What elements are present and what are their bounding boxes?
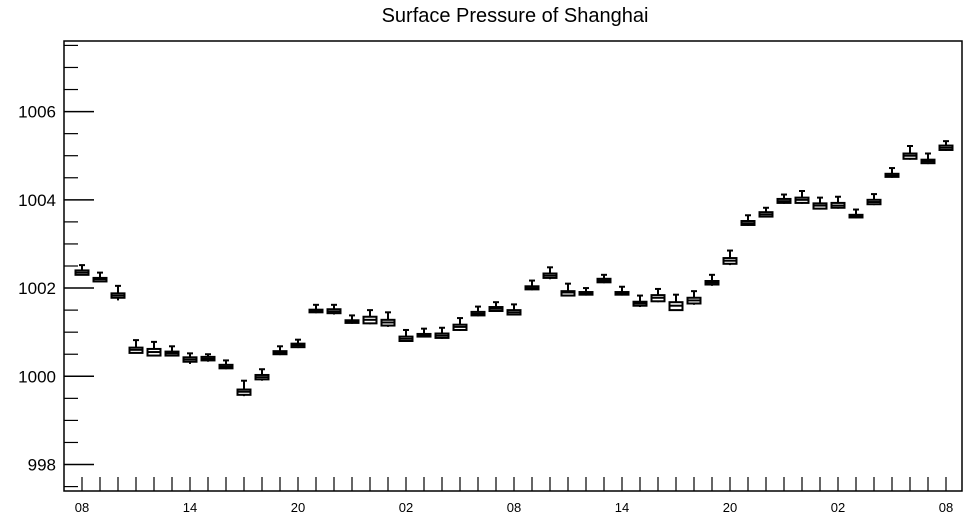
box bbox=[74, 264, 90, 276]
box bbox=[326, 303, 342, 315]
box bbox=[650, 287, 666, 303]
box bbox=[434, 326, 450, 339]
x-tick-label: 02 bbox=[399, 500, 413, 515]
x-tick-label: 14 bbox=[615, 500, 629, 515]
box bbox=[416, 327, 432, 338]
y-tick-label: 1004 bbox=[18, 191, 56, 210]
x-tick-label: 20 bbox=[723, 500, 737, 515]
x-tick-label: 08 bbox=[507, 500, 521, 515]
box bbox=[920, 152, 936, 165]
box bbox=[668, 293, 684, 312]
box bbox=[812, 196, 828, 210]
box bbox=[902, 145, 918, 160]
box bbox=[164, 345, 180, 357]
box bbox=[884, 167, 900, 178]
x-axis: 08 14 20 02 08 14 20 02 08 bbox=[75, 477, 953, 515]
chart-title: Surface Pressure of Shanghai bbox=[382, 5, 649, 27]
box bbox=[344, 314, 360, 324]
box bbox=[236, 379, 252, 397]
box bbox=[614, 285, 630, 296]
box bbox=[830, 195, 846, 209]
box bbox=[488, 301, 504, 313]
box bbox=[290, 338, 306, 349]
y-tick-label: 1002 bbox=[18, 279, 56, 298]
box bbox=[848, 208, 864, 219]
x-tick-label: 08 bbox=[939, 500, 953, 515]
y-minor-ticks bbox=[64, 44, 78, 488]
y-tick-label: 998 bbox=[28, 456, 56, 475]
x-tick-label: 02 bbox=[831, 500, 845, 515]
box bbox=[542, 266, 558, 280]
y-tick-label: 1000 bbox=[18, 367, 56, 386]
box bbox=[110, 284, 126, 301]
x-tick-label: 20 bbox=[291, 500, 305, 515]
box bbox=[218, 359, 234, 370]
box bbox=[506, 303, 522, 316]
box bbox=[794, 190, 810, 204]
box bbox=[560, 282, 576, 297]
box bbox=[938, 140, 954, 151]
box bbox=[758, 206, 774, 218]
box bbox=[380, 311, 396, 327]
box bbox=[398, 328, 414, 342]
box bbox=[308, 303, 324, 314]
x-tick-label: 14 bbox=[183, 500, 197, 515]
box bbox=[866, 193, 882, 206]
box-series bbox=[74, 140, 954, 397]
box bbox=[200, 353, 216, 362]
box bbox=[452, 317, 468, 331]
box bbox=[722, 249, 738, 266]
box bbox=[182, 352, 198, 364]
box bbox=[776, 193, 792, 204]
y-axis: 998 1000 1002 1004 1006 bbox=[18, 103, 94, 475]
box bbox=[704, 273, 720, 286]
y-tick-label: 1006 bbox=[18, 103, 56, 122]
box bbox=[254, 368, 270, 381]
box bbox=[686, 290, 702, 305]
box bbox=[524, 279, 540, 291]
box bbox=[128, 339, 144, 354]
plot-frame bbox=[63, 40, 963, 492]
box bbox=[632, 294, 648, 308]
box bbox=[272, 345, 288, 356]
box bbox=[362, 309, 378, 325]
box bbox=[578, 287, 594, 296]
box bbox=[146, 340, 162, 357]
box bbox=[470, 305, 486, 317]
box bbox=[740, 214, 756, 226]
box bbox=[596, 273, 612, 284]
box bbox=[92, 271, 108, 283]
x-tick-label: 08 bbox=[75, 500, 89, 515]
